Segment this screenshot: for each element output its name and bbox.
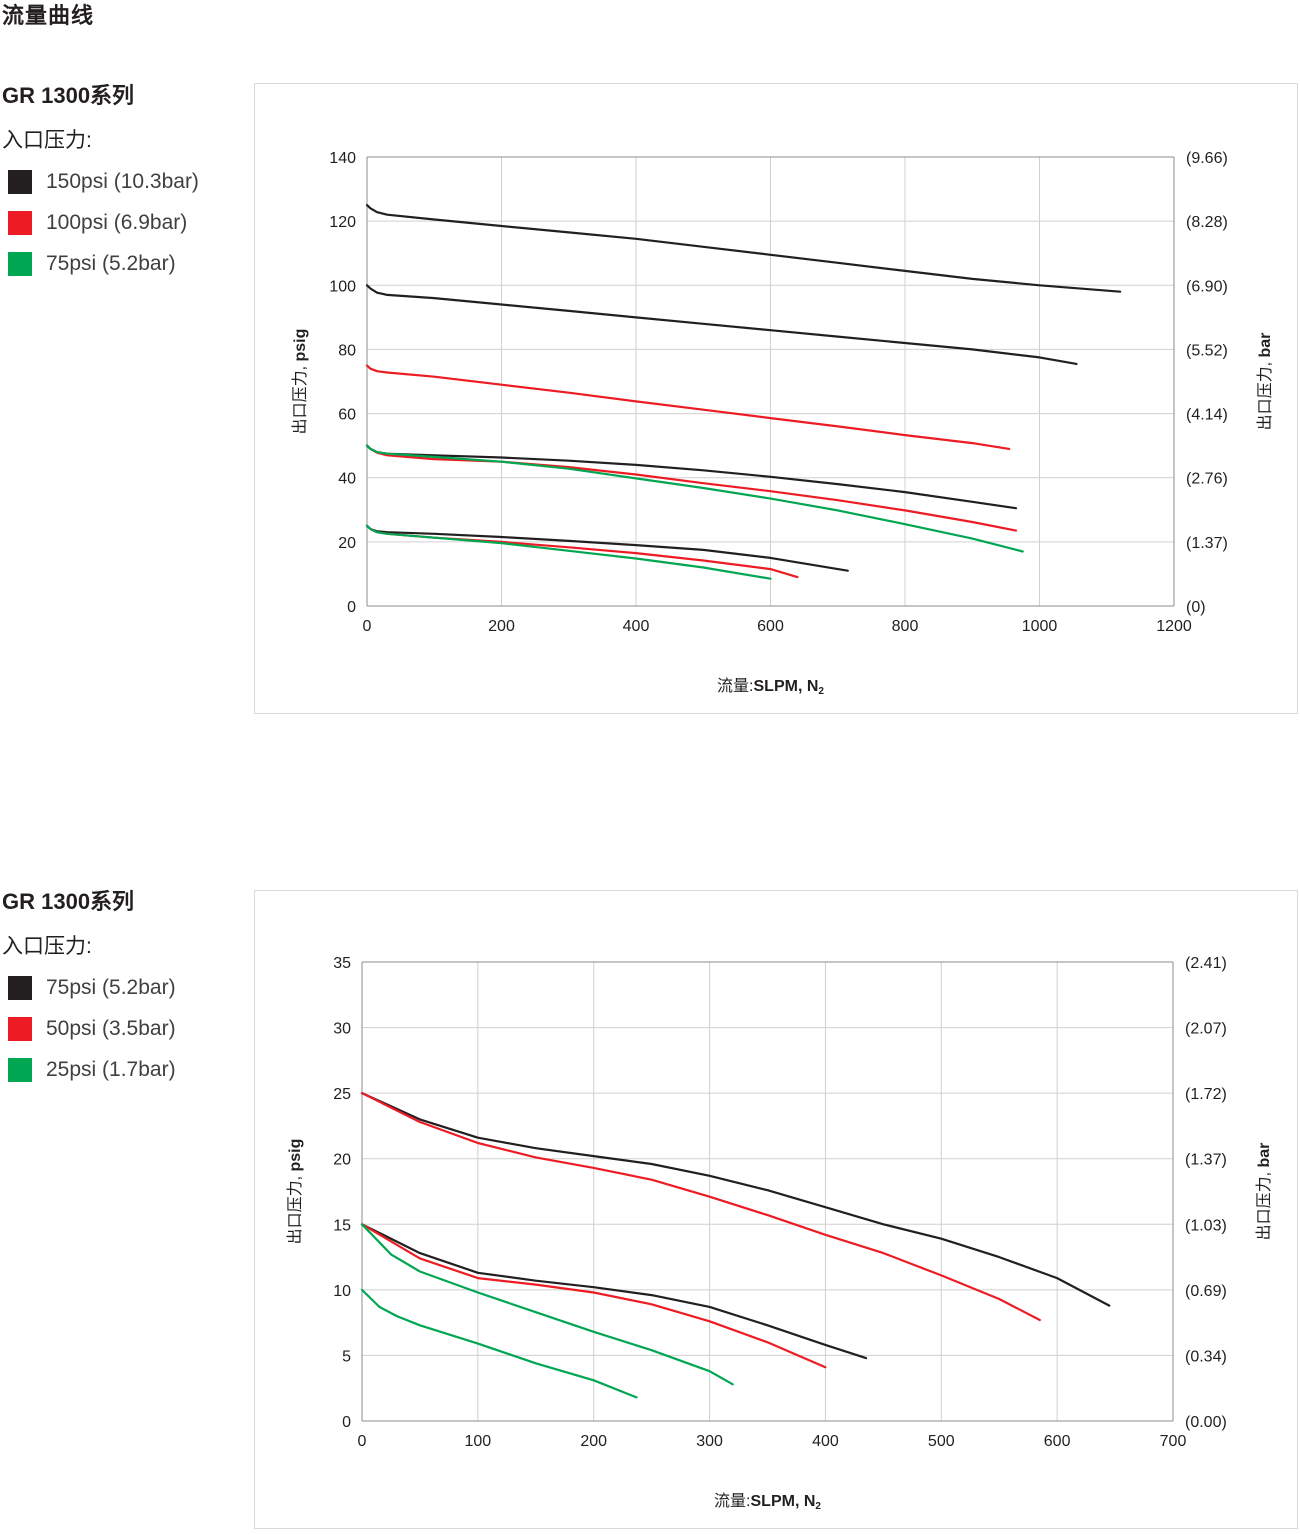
legend-swatch: [8, 1058, 32, 1082]
y-tick-label: 40: [338, 471, 356, 488]
series-line: [365, 364, 1011, 450]
y2-tick-label: (9.66): [1186, 150, 1228, 167]
series-line: [365, 204, 1122, 293]
flow-chart-1: 0 200 400 600 800 1000 1200 0 20 40 60 80 100 120 140 (…: [291, 150, 1274, 697]
x-tick-label: 700: [1160, 1433, 1187, 1450]
y-tick-label: 5: [342, 1348, 351, 1365]
y-tick-label: 10: [333, 1283, 351, 1300]
y2-tick-label: (1.72): [1185, 1086, 1227, 1103]
y-tick-label: 0: [347, 599, 356, 616]
x-tick-label: 1000: [1022, 618, 1058, 635]
y2-tick-label: (6.90): [1186, 278, 1228, 295]
x-tick-label: 1200: [1156, 618, 1192, 635]
x-tick-label: 300: [696, 1433, 723, 1450]
legend-label: 25psi (1.7bar): [46, 1058, 176, 1081]
legend-label: 75psi (5.2bar): [46, 976, 176, 999]
y2-tick-label: (0.69): [1185, 1283, 1227, 1300]
y-tick-label: 80: [338, 342, 356, 359]
y-tick-label: 15: [333, 1217, 351, 1234]
legend-item: 75psi (5.2bar): [8, 252, 199, 276]
x-tick-label: 0: [363, 618, 372, 635]
y-tick-label: 0: [342, 1414, 351, 1431]
y-tick-label: 20: [333, 1152, 351, 1169]
chart-panel-1: 0 200 400 600 800 1000 1200 0 20 40 60 80 100 120 140 (…: [254, 83, 1298, 714]
y2-tick-label: (1.03): [1185, 1217, 1227, 1234]
y-tick-label: 35: [333, 955, 351, 972]
x-tick-label: 400: [623, 618, 650, 635]
y2-axis-label: 出口压力, bar: [1255, 1143, 1273, 1241]
series-line: [360, 1092, 1041, 1322]
series-line: [365, 444, 1024, 553]
series-line: [360, 1092, 1111, 1307]
page-title: 流量曲线: [2, 3, 95, 28]
legend-swatch: [8, 170, 32, 194]
x-tick-label: 600: [1044, 1433, 1071, 1450]
x-tick-label: 600: [757, 618, 784, 635]
series-line: [360, 1223, 734, 1386]
y-axis-label: 出口压力, psig: [286, 1139, 304, 1245]
y2-tick-label: (8.28): [1186, 214, 1228, 231]
y2-tick-label: (0.00): [1185, 1414, 1227, 1431]
x-tick-label: 200: [488, 618, 515, 635]
series-line: [365, 524, 772, 580]
y-axis-label: 出口压力, psig: [291, 329, 309, 435]
x-tick-label: 500: [928, 1433, 955, 1450]
y2-tick-label: (5.52): [1186, 342, 1228, 359]
x-tick-label: 200: [580, 1433, 607, 1450]
y-tick-label: 20: [338, 535, 356, 552]
y-tick-label: 25: [333, 1086, 351, 1103]
x-tick-label: 800: [892, 618, 919, 635]
x-tick-label: 100: [465, 1433, 492, 1450]
legend-2: GR 1300系列 入口压力: 75psi (5.2bar) 50psi (3.…: [2, 884, 176, 1099]
y-tick-label: 30: [333, 1021, 351, 1038]
y-tick-label: 120: [329, 214, 356, 231]
series-line: [365, 284, 1078, 365]
legend-item: 75psi (5.2bar): [8, 976, 176, 1000]
legend-swatch: [8, 1017, 32, 1041]
series-line: [365, 444, 1018, 510]
y-tick-label: 60: [338, 407, 356, 424]
x-tick-label: 0: [358, 1433, 367, 1450]
legend-item: 50psi (3.5bar): [8, 1017, 176, 1041]
y2-tick-label: (1.37): [1186, 535, 1228, 552]
chart-panel-2: 0 100 200 300 400 500 600 700 0 5 10 15 20 25 30 35 (0.0…: [254, 890, 1298, 1529]
legend-label: 100psi (6.9bar): [46, 211, 188, 234]
series-line: [360, 1223, 827, 1369]
legend-label: 50psi (3.5bar): [46, 1017, 176, 1040]
x-axis-label: 流量:SLPM, N2: [717, 677, 824, 697]
legend-swatch: [8, 211, 32, 235]
legend-label: 75psi (5.2bar): [46, 252, 176, 275]
y2-tick-label: (4.14): [1186, 407, 1228, 424]
inlet-pressure-label: 入口压力:: [2, 129, 92, 152]
y2-tick-label: (0.34): [1185, 1348, 1227, 1365]
y-tick-label: 140: [329, 150, 356, 167]
legend-1: GR 1300系列 入口压力: 150psi (10.3bar) 100psi …: [2, 78, 199, 293]
legend-item: 25psi (1.7bar): [8, 1058, 176, 1082]
series-title: GR 1300系列: [2, 83, 135, 108]
x-axis-label: 流量:SLPM, N2: [714, 1492, 821, 1512]
series-line: [360, 1288, 638, 1399]
legend-swatch: [8, 252, 32, 276]
y2-tick-label: (0): [1186, 599, 1206, 616]
series-line: [360, 1223, 868, 1360]
flow-chart-2: 0 100 200 300 400 500 600 700 0 5 10 15 20 25 30 35 (0.0…: [286, 955, 1273, 1512]
y2-tick-label: (2.07): [1185, 1021, 1227, 1038]
x-tick-label: 400: [812, 1433, 839, 1450]
y-tick-label: 100: [329, 278, 356, 295]
legend-label: 150psi (10.3bar): [46, 170, 199, 193]
y2-tick-label: (2.76): [1186, 471, 1228, 488]
y2-tick-label: (1.37): [1185, 1152, 1227, 1169]
y2-tick-label: (2.41): [1185, 955, 1227, 972]
legend-item: 100psi (6.9bar): [8, 211, 199, 235]
series-line: [365, 524, 849, 572]
y2-axis-label: 出口压力, bar: [1256, 333, 1274, 431]
inlet-pressure-label: 入口压力:: [2, 935, 92, 958]
legend-swatch: [8, 976, 32, 1000]
series-title: GR 1300系列: [2, 889, 135, 914]
legend-item: 150psi (10.3bar): [8, 170, 199, 194]
